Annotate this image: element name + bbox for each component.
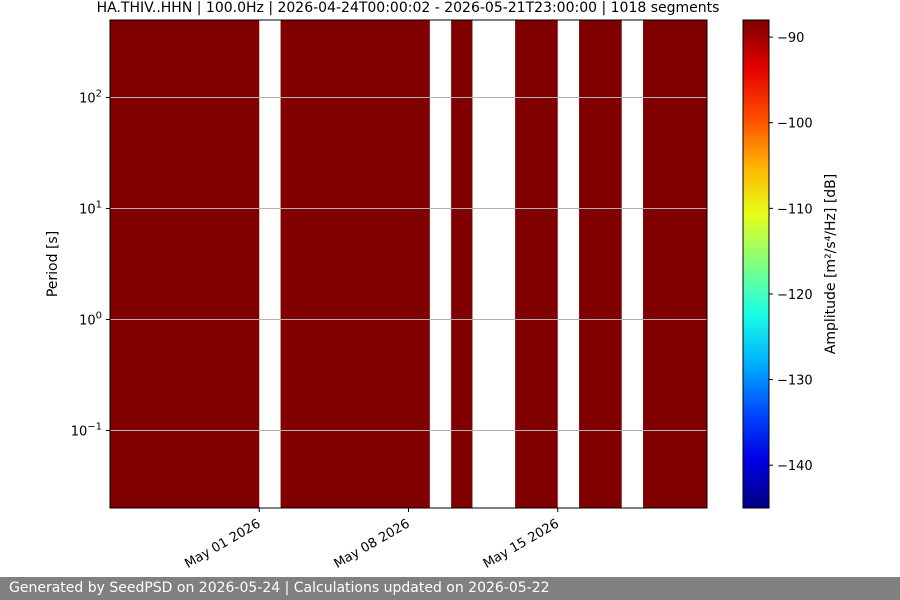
y-tick-label-2: 101 [79, 200, 102, 218]
colorbar-tick-label-0: −90 [777, 31, 804, 46]
colorbar-tick-label-4: −130 [777, 374, 813, 389]
data-segment-4 [515, 20, 558, 508]
x-tick-label-1: May 08 2026 [332, 516, 413, 571]
data-segment-1 [110, 20, 260, 508]
colorbar-tick-label-5: −140 [777, 459, 813, 474]
y-tick-label-1: 100 [79, 310, 102, 328]
x-tick-label-0: May 01 2026 [182, 516, 263, 571]
data-segment-6 [643, 20, 707, 508]
x-tick-label-2: May 15 2026 [481, 516, 562, 571]
x-axis: May 01 2026 May 08 2026 May 15 2026 [182, 508, 562, 572]
chart-title: HA.THIV..HHN | 100.0Hz | 2026-04-24T00:0… [97, 0, 720, 16]
colorbar-tick-label-1: −100 [777, 117, 813, 132]
colorbar-tick-label-3: −120 [777, 288, 813, 303]
data-segment-2 [280, 20, 430, 508]
y-tick-label-0: 10−1 [71, 421, 102, 439]
footer-bar: Generated by SeedPSD on 2026-05-24 | Cal… [0, 577, 900, 600]
colorbar-gradient [742, 19, 770, 509]
footer-text: Generated by SeedPSD on 2026-05-24 | Cal… [9, 580, 550, 596]
colorbar: −90 −100 −110 −120 −130 −140 Amplitude [m²/s⁴… [742, 19, 839, 509]
y-axis-label: Period [s] [45, 231, 61, 297]
plot-area [110, 20, 707, 508]
colorbar-label: Amplitude [m²/s⁴/Hz] [dB] [823, 174, 839, 354]
data-segment-5 [579, 20, 622, 508]
data-segment-3 [451, 20, 473, 508]
y-tick-label-3: 102 [79, 89, 102, 107]
y-axis: 10−1 100 101 102 [71, 89, 110, 439]
colorbar-tick-label-2: −110 [777, 202, 813, 217]
